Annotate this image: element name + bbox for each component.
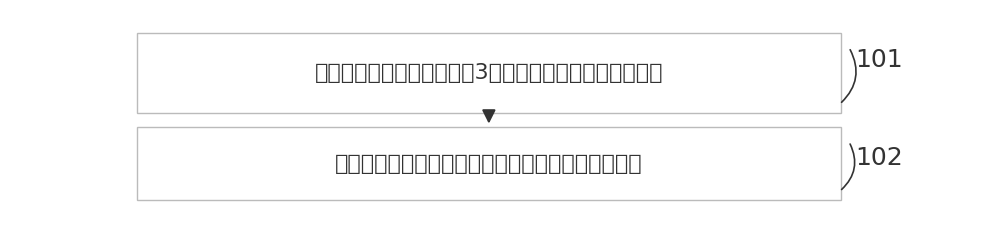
Text: 微处理器对数字信号进行处理，解调出各个被测信号: 微处理器对数字信号进行处理，解调出各个被测信号: [335, 154, 643, 174]
Text: 101: 101: [855, 48, 903, 72]
Text: 102: 102: [855, 146, 903, 170]
Text: 混合信号由单路模数转换器3转换成数字信号送入微处理器: 混合信号由单路模数转换器3转换成数字信号送入微处理器: [315, 63, 663, 83]
Bar: [137, 33, 841, 113]
Bar: [137, 127, 841, 200]
